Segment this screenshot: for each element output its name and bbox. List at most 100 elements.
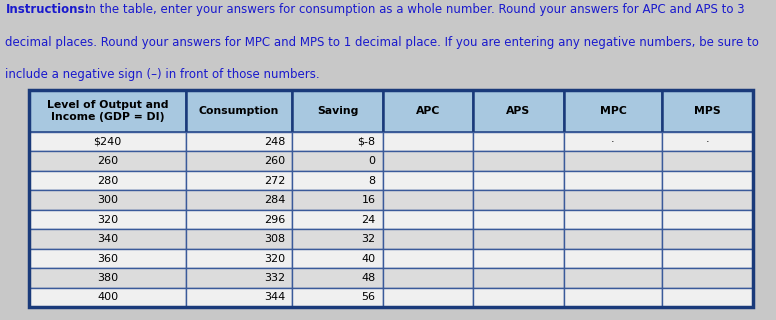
Text: Consumption: Consumption [199,106,279,116]
Bar [293,268,383,288]
Bar [663,268,753,288]
Bar [383,171,473,190]
Bar [473,151,563,171]
Text: 284: 284 [264,195,286,205]
Text: 56: 56 [362,292,376,302]
Text: 320: 320 [264,253,286,264]
Bar [383,249,473,268]
Text: 40: 40 [362,253,376,264]
Bar [563,288,663,307]
Bar [29,229,185,249]
Text: 332: 332 [264,273,286,283]
Bar [293,90,383,132]
Bar [563,171,663,190]
Text: 16: 16 [362,195,376,205]
Bar [293,210,383,229]
Bar [563,249,663,268]
Bar [29,268,185,288]
Bar [473,190,563,210]
Text: $240: $240 [93,137,122,147]
Text: MPS: MPS [695,106,721,116]
Bar [29,90,185,132]
Bar [473,288,563,307]
Bar [663,210,753,229]
Bar [185,288,293,307]
Bar [29,132,185,151]
Bar [293,151,383,171]
Bar [293,171,383,190]
Bar [563,268,663,288]
Bar [185,151,293,171]
Text: 360: 360 [97,253,118,264]
Bar [383,151,473,171]
Bar [383,210,473,229]
Text: APS: APS [507,106,531,116]
Text: 32: 32 [362,234,376,244]
Bar [663,90,753,132]
Bar [383,190,473,210]
Bar [473,229,563,249]
Bar [383,288,473,307]
Bar [663,190,753,210]
Text: 48: 48 [362,273,376,283]
Bar [563,229,663,249]
Bar [185,132,293,151]
Text: 0: 0 [369,156,376,166]
Text: Level of Output and
Income (GDP = DI): Level of Output and Income (GDP = DI) [47,100,168,122]
Bar [185,171,293,190]
Text: APC: APC [416,106,440,116]
Text: 320: 320 [97,215,118,225]
Bar [563,151,663,171]
Text: 344: 344 [264,292,286,302]
Bar [383,229,473,249]
Text: 248: 248 [264,137,286,147]
Bar [185,210,293,229]
Bar [29,288,185,307]
Bar [563,190,663,210]
Text: 400: 400 [97,292,118,302]
Bar [663,171,753,190]
Text: Instructions:: Instructions: [5,3,90,16]
Bar [293,288,383,307]
Text: decimal places. Round your answers for MPC and MPS to 1 decimal place. If you ar: decimal places. Round your answers for M… [5,36,759,49]
Text: 380: 380 [97,273,118,283]
Bar [663,132,753,151]
Bar [563,132,663,151]
Bar [383,132,473,151]
Bar [29,171,185,190]
Text: MPC: MPC [600,106,626,116]
Text: 296: 296 [264,215,286,225]
Text: include a negative sign (–) in front of those numbers.: include a negative sign (–) in front of … [5,68,320,81]
Text: 308: 308 [264,234,286,244]
Text: 260: 260 [264,156,286,166]
Bar [185,90,293,132]
Bar [185,190,293,210]
Bar [663,151,753,171]
Bar [473,90,563,132]
Bar [29,249,185,268]
Text: 280: 280 [97,176,118,186]
Bar [473,132,563,151]
Bar [29,190,185,210]
Bar [185,268,293,288]
Bar [383,90,473,132]
Bar [293,190,383,210]
Bar [473,171,563,190]
Bar [563,210,663,229]
Bar [29,151,185,171]
Text: $-8: $-8 [358,137,376,147]
Bar [473,268,563,288]
Bar [185,229,293,249]
Text: 272: 272 [264,176,286,186]
Bar [185,249,293,268]
Bar [663,288,753,307]
Bar [293,132,383,151]
Text: 260: 260 [97,156,118,166]
Text: ·: · [611,137,615,147]
Bar [563,90,663,132]
Bar [383,268,473,288]
Bar [663,229,753,249]
Text: In the table, enter your answers for consumption as a whole number. Round your a: In the table, enter your answers for con… [85,3,744,16]
Text: 300: 300 [97,195,118,205]
Bar [473,249,563,268]
